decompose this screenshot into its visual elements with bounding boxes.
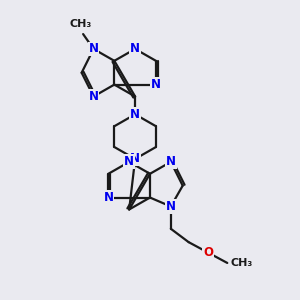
Text: N: N [130, 152, 140, 165]
Text: N: N [130, 108, 140, 121]
Text: N: N [88, 90, 98, 103]
Text: N: N [151, 78, 161, 91]
Text: CH₃: CH₃ [69, 19, 91, 29]
Text: N: N [124, 155, 134, 168]
Text: N: N [103, 191, 113, 204]
Text: N: N [166, 200, 176, 213]
Text: N: N [166, 155, 176, 168]
Text: CH₃: CH₃ [231, 258, 253, 268]
Text: N: N [88, 42, 98, 56]
Text: N: N [130, 42, 140, 56]
Text: O: O [203, 246, 213, 259]
